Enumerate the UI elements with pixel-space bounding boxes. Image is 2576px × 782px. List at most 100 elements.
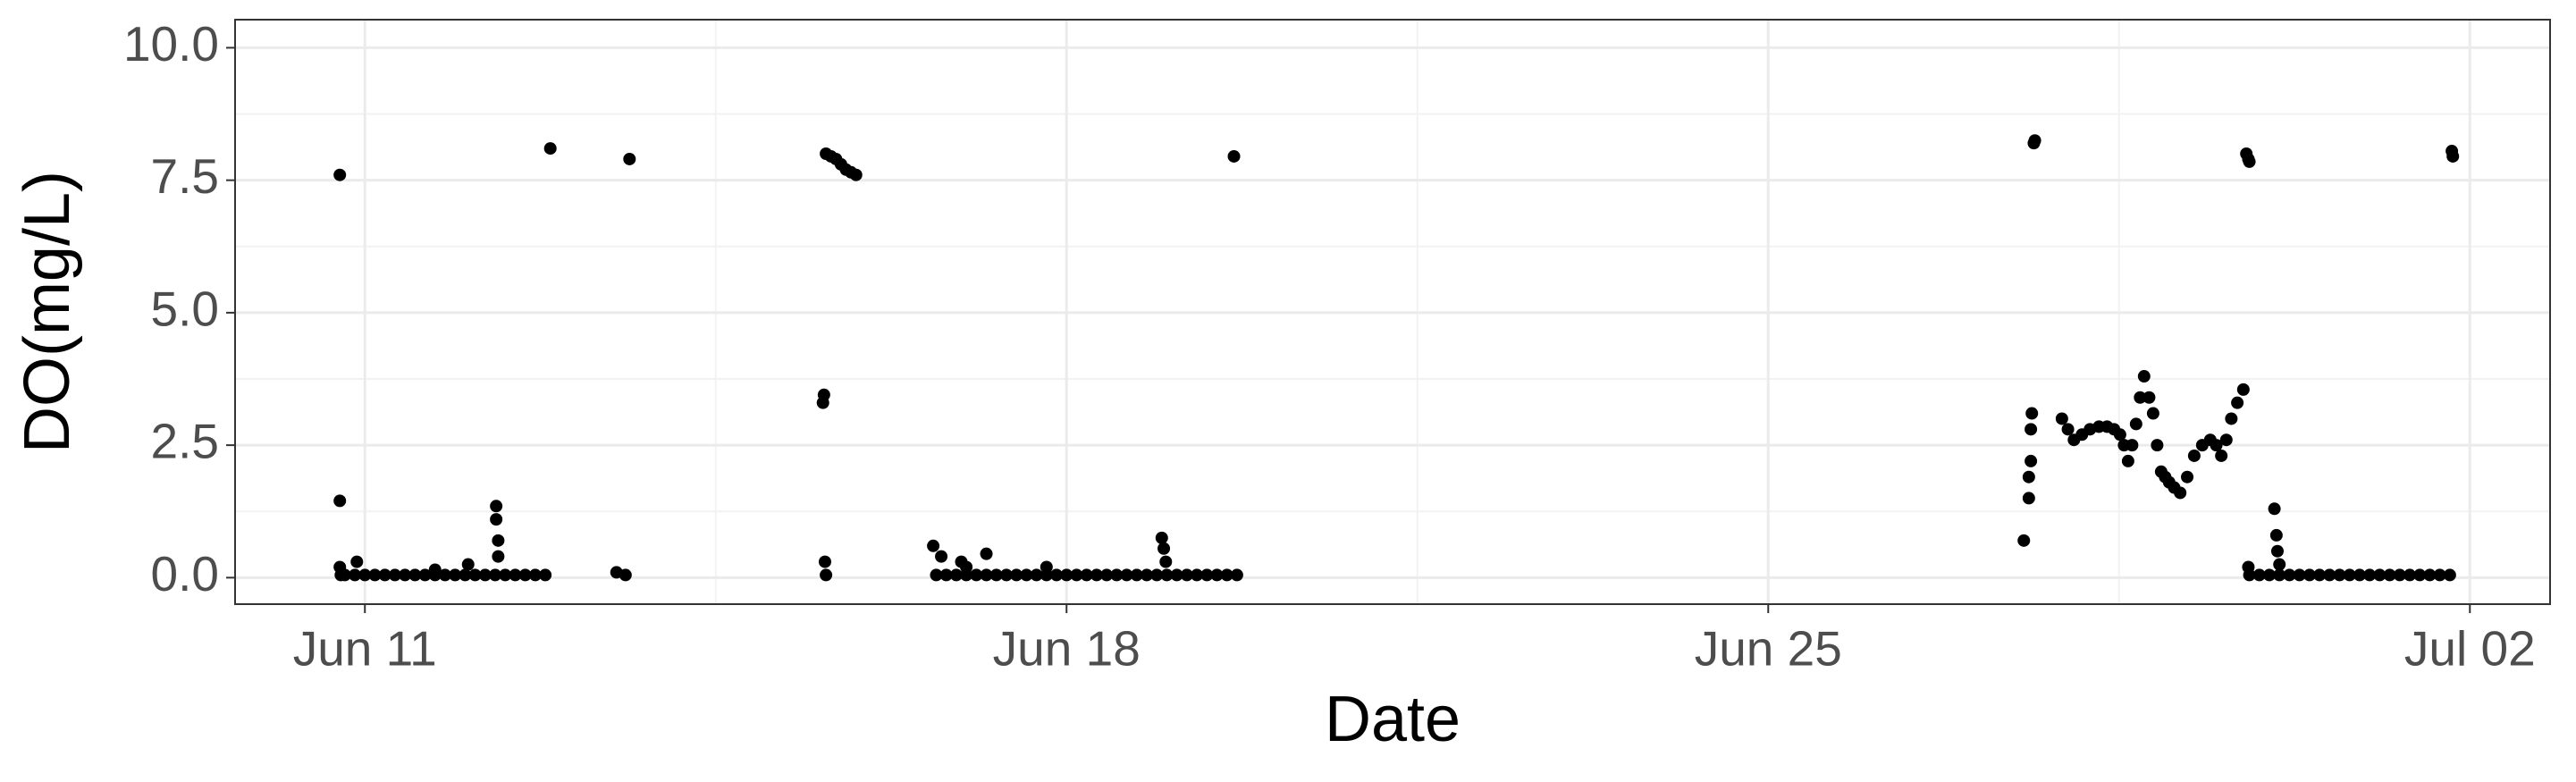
point	[1200, 568, 1214, 582]
point	[2022, 492, 2035, 505]
point	[2446, 149, 2460, 163]
y-tick-label: 5.0	[151, 281, 219, 336]
point	[2273, 558, 2286, 571]
point	[949, 568, 963, 582]
point	[1130, 568, 1143, 582]
point	[2413, 568, 2427, 582]
y-tick-label: 2.5	[151, 414, 219, 469]
point	[2262, 568, 2276, 582]
point	[539, 568, 552, 582]
point	[1120, 568, 1133, 582]
point	[1040, 560, 1053, 574]
point	[478, 568, 492, 582]
point	[543, 142, 557, 156]
point	[2269, 528, 2283, 542]
point	[459, 568, 472, 582]
point	[489, 568, 502, 582]
point	[349, 568, 362, 582]
point	[2231, 396, 2244, 409]
point	[2423, 568, 2437, 582]
point	[518, 568, 532, 582]
point	[2393, 568, 2406, 582]
point	[2017, 534, 2031, 547]
point	[2313, 568, 2327, 582]
point	[2061, 423, 2075, 436]
point	[1090, 568, 1103, 582]
point	[2373, 568, 2387, 582]
point	[2215, 449, 2228, 462]
point	[2293, 568, 2306, 582]
point	[2129, 417, 2142, 431]
point	[1191, 568, 1204, 582]
point	[980, 547, 993, 560]
point	[1060, 568, 1073, 582]
point	[2363, 568, 2377, 582]
point	[1159, 555, 1173, 568]
point	[939, 568, 953, 582]
point	[989, 568, 1003, 582]
point	[2268, 502, 2281, 516]
y-tick-label: 0.0	[151, 546, 219, 601]
point	[2025, 407, 2039, 420]
point	[1170, 568, 1183, 582]
point	[2283, 568, 2296, 582]
point	[623, 152, 636, 165]
point	[338, 568, 351, 582]
point	[333, 168, 347, 181]
point	[1158, 542, 1171, 555]
point	[2055, 412, 2068, 425]
point	[1150, 568, 1164, 582]
point	[1030, 568, 1043, 582]
point	[492, 550, 505, 563]
point	[350, 555, 364, 568]
point	[378, 568, 391, 582]
point	[490, 500, 503, 513]
point	[428, 563, 442, 576]
x-tick-label: Jun 18	[993, 621, 1141, 677]
point	[2113, 428, 2126, 441]
point	[2151, 439, 2164, 452]
tick-labels: 0.0 2.5 5.0 7.5 10.0 Jun 11 Jun 18 Jun 25 Jul 02	[123, 16, 2536, 677]
point	[999, 568, 1013, 582]
point	[2210, 439, 2223, 452]
point	[2219, 433, 2233, 447]
point	[960, 560, 973, 574]
point	[2025, 454, 2038, 467]
y-tick-label: 7.5	[151, 148, 219, 204]
point	[2121, 454, 2134, 467]
point	[2343, 568, 2356, 582]
point	[2403, 568, 2416, 582]
point	[388, 568, 401, 582]
point	[1210, 568, 1224, 582]
point	[2323, 568, 2336, 582]
point	[820, 568, 833, 582]
point	[1140, 568, 1153, 582]
point	[399, 568, 412, 582]
point	[1230, 568, 1243, 582]
point	[927, 539, 940, 552]
point	[1180, 568, 1193, 582]
point	[2187, 449, 2201, 462]
point	[528, 568, 542, 582]
point	[2174, 486, 2187, 500]
point	[449, 568, 462, 582]
point	[1100, 568, 1114, 582]
point	[2252, 568, 2266, 582]
point	[1080, 568, 1093, 582]
point	[1010, 568, 1023, 582]
points	[333, 134, 2460, 582]
point	[490, 513, 503, 526]
point	[492, 534, 505, 547]
point	[2134, 391, 2147, 404]
point	[1070, 568, 1083, 582]
point	[2225, 412, 2238, 425]
point	[333, 494, 347, 508]
point	[358, 568, 372, 582]
point	[1160, 568, 1174, 582]
point	[2142, 391, 2156, 404]
point	[408, 568, 422, 582]
point	[1050, 568, 1064, 582]
point	[2273, 568, 2286, 582]
point	[418, 568, 432, 582]
point	[1020, 568, 1033, 582]
